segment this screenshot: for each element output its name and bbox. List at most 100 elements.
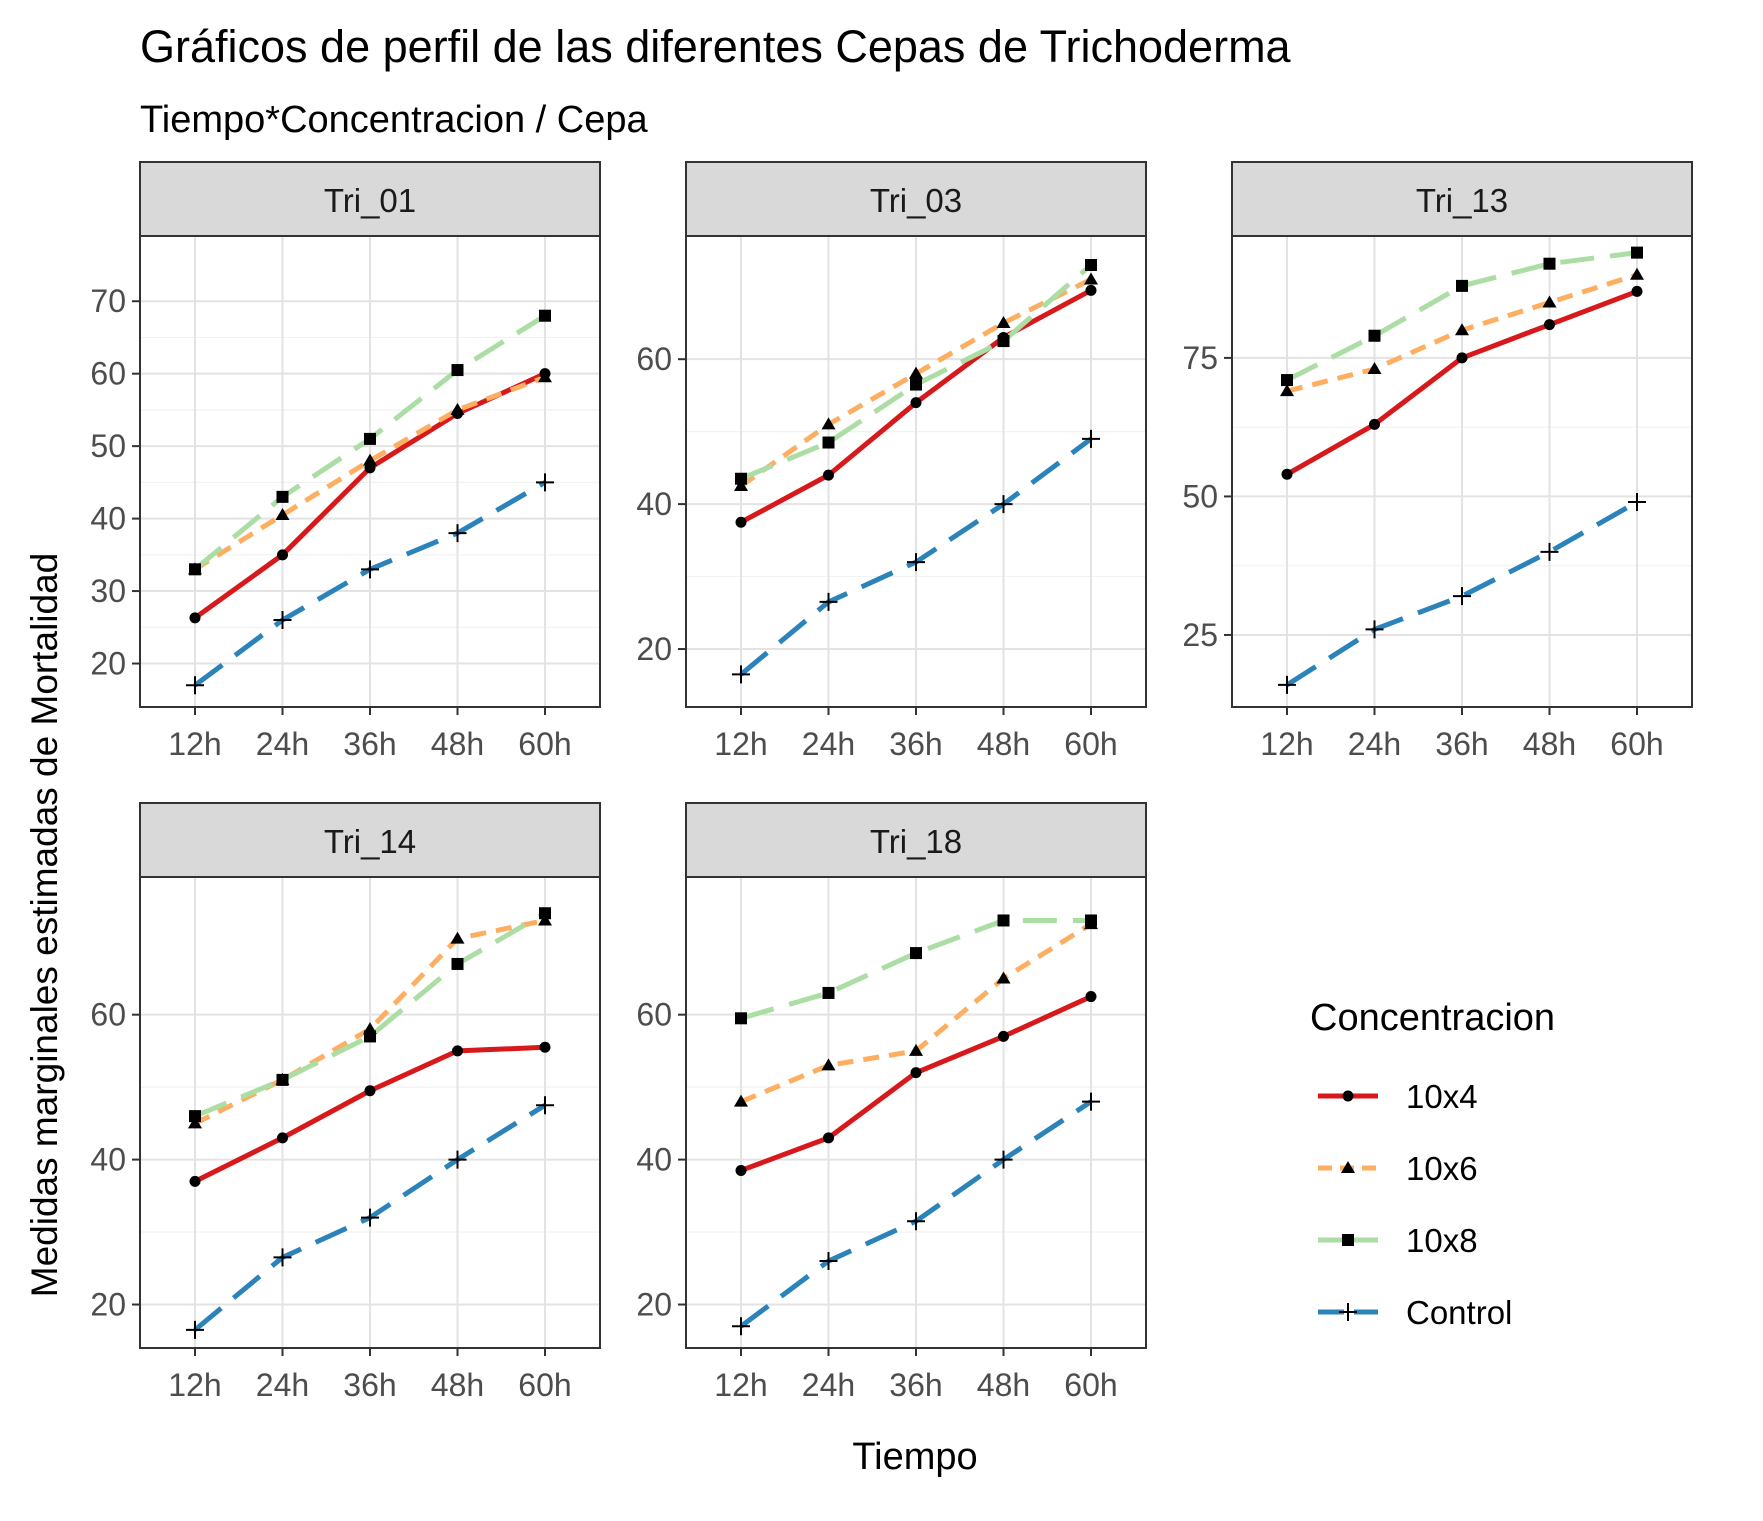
point-control	[1082, 1092, 1100, 1111]
point-10x4	[735, 516, 747, 528]
point-10x8	[1281, 374, 1293, 387]
point-10x8	[364, 1030, 376, 1043]
x-tick-label: 12h	[714, 726, 767, 762]
point-10x8	[910, 378, 922, 391]
y-tick-label: 60	[90, 997, 126, 1033]
series-line-10x8	[740, 917, 1091, 1021]
point-control	[448, 1150, 467, 1169]
point-10x6	[1542, 295, 1557, 308]
y-tick-label: 20	[90, 646, 126, 682]
point-10x6	[821, 417, 836, 430]
point-10x6	[450, 931, 465, 944]
series-line-10x8	[740, 263, 1093, 482]
panel-strip	[1231, 161, 1693, 237]
point-control	[186, 1320, 204, 1339]
point-10x8	[1543, 257, 1556, 270]
point-control	[994, 495, 1013, 514]
point-10x4	[1456, 352, 1468, 364]
point-control	[819, 1252, 838, 1271]
point-control	[732, 665, 750, 684]
x-tick-label: 12h	[168, 1367, 221, 1403]
series-line-control	[1285, 499, 1639, 687]
panel-strip-label: Tri_14	[324, 823, 416, 860]
point-10x8	[451, 957, 464, 970]
point-10x8	[997, 914, 1010, 927]
y-tick-label: 20	[636, 1287, 672, 1323]
legend-label: 10x6	[1406, 1150, 1478, 1187]
x-tick-label: 36h	[343, 1367, 396, 1403]
point-10x6	[1280, 384, 1294, 397]
point-10x8	[822, 986, 835, 999]
point-control	[536, 1096, 554, 1115]
point-control	[1278, 675, 1296, 694]
x-tick-label: 48h	[431, 726, 484, 762]
y-tick-label: 20	[90, 1287, 126, 1323]
y-tick-label: 50	[1182, 478, 1218, 514]
point-10x4	[1369, 418, 1380, 430]
point-10x6	[909, 366, 923, 379]
panel-strip	[685, 161, 1147, 237]
y-tick-label: 60	[636, 997, 672, 1033]
point-10x4	[1085, 991, 1097, 1003]
x-tick-label: 12h	[714, 1367, 767, 1403]
x-tick-label: 24h	[256, 726, 309, 762]
series-line-10x6	[193, 374, 546, 572]
point-control	[907, 553, 925, 572]
point-10x4	[539, 1041, 551, 1053]
panel-tri-18: Tri_18 20 40 60 12h 24h 36h 48h 60h	[636, 802, 1147, 1403]
point-10x6	[450, 402, 465, 415]
point-10x6	[996, 315, 1011, 328]
point-10x8	[276, 1073, 289, 1086]
legend-key-marker	[1342, 1090, 1354, 1102]
point-10x6	[996, 971, 1011, 984]
point-10x6	[1630, 267, 1644, 280]
x-tick-label: 60h	[518, 1367, 571, 1403]
point-10x8	[1085, 914, 1097, 927]
point-control	[907, 1212, 925, 1231]
panel-strip	[139, 161, 601, 237]
point-10x8	[364, 432, 376, 445]
panel-strip-label: Tri_01	[324, 182, 416, 219]
y-tick-label: 70	[90, 283, 126, 319]
point-10x8	[539, 309, 551, 322]
y-tick-label: 30	[90, 573, 126, 609]
point-10x8	[189, 563, 201, 576]
point-10x6	[734, 1094, 748, 1107]
legend-item-10x8: 10x8	[1318, 1222, 1478, 1259]
point-10x8	[1085, 258, 1097, 271]
point-10x4	[1544, 319, 1555, 331]
point-control	[819, 592, 838, 611]
panel-strip-label: Tri_18	[870, 823, 962, 860]
point-10x8	[539, 907, 551, 920]
point-control	[1540, 542, 1559, 561]
x-tick-label: 36h	[1435, 726, 1488, 762]
point-10x8	[276, 490, 289, 503]
panel-strip-label: Tri_13	[1416, 182, 1508, 219]
x-tick-label: 12h	[1260, 726, 1313, 762]
point-10x4	[452, 1045, 463, 1057]
point-control	[361, 560, 379, 579]
x-tick-label: 24h	[1348, 726, 1401, 762]
series-line-10x8	[194, 911, 547, 1119]
legend-key-marker	[1342, 1234, 1354, 1246]
x-tick-label: 24h	[802, 1367, 855, 1403]
y-tick-label: 60	[636, 341, 672, 377]
point-10x4	[1631, 285, 1643, 297]
point-10x6	[1455, 323, 1469, 336]
y-tick-label: 25	[1182, 617, 1218, 653]
panel-tri-01: Tri_01 20 30 40 50 60 70 12h 24h 36h 48h 60h	[90, 161, 601, 762]
point-10x4	[735, 1164, 747, 1176]
panel-strip	[139, 802, 601, 878]
point-10x6	[538, 370, 552, 383]
x-tick-label: 36h	[889, 1367, 942, 1403]
point-10x6	[538, 913, 552, 926]
legend-item-10x4: 10x4	[1318, 1078, 1478, 1115]
y-tick-label: 40	[90, 501, 126, 537]
point-10x4	[823, 1132, 834, 1144]
panel-tri-13: Tri_13 25 50 75 12h 24h 36h 48h 60h	[1182, 161, 1693, 762]
panel-tri-03: Tri_03 20 40 60 12h 24h 36h 48h 60h	[636, 161, 1147, 762]
point-10x8	[189, 1110, 201, 1123]
point-10x4	[1085, 284, 1097, 296]
point-10x4	[277, 1132, 288, 1144]
